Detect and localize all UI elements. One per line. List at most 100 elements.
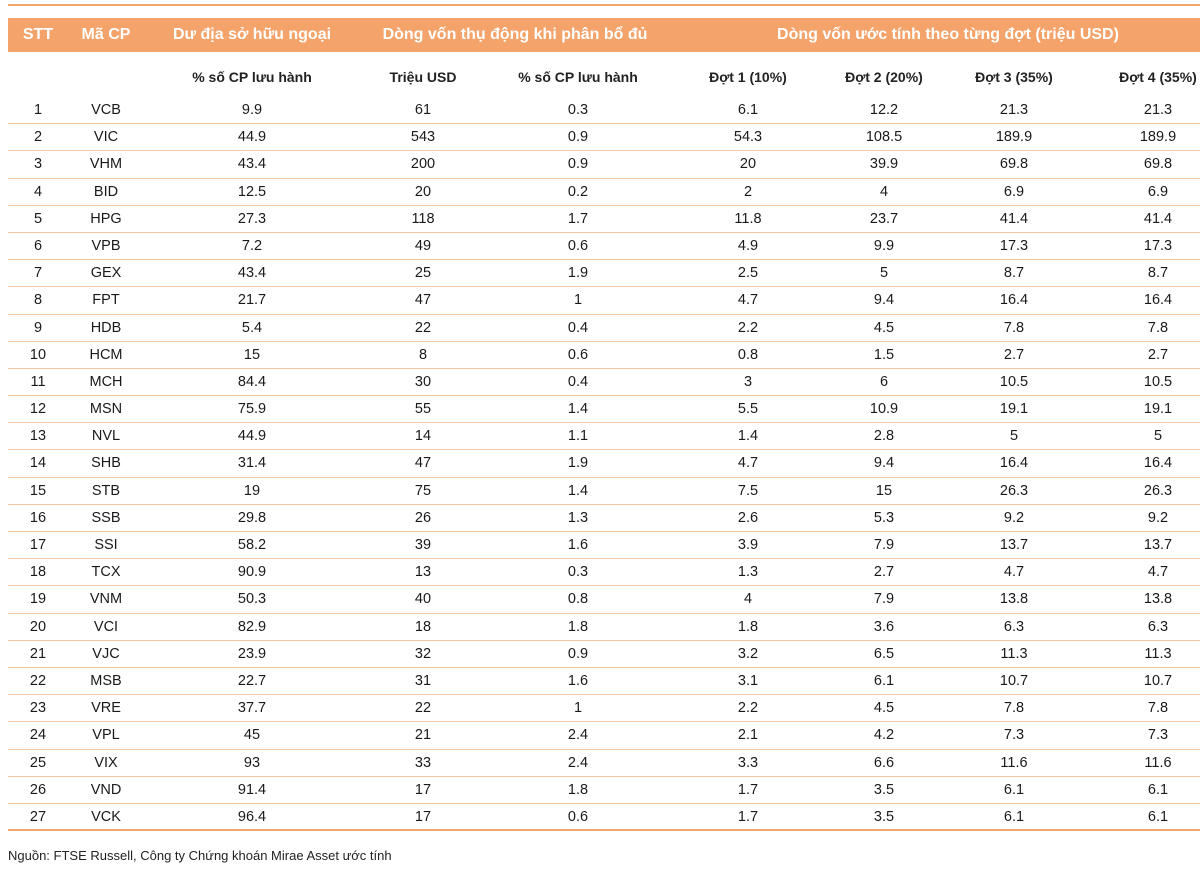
cell-trieu-usd: 21	[414, 727, 432, 744]
cell-trieu-usd: 47	[414, 292, 432, 309]
cell-du-dia-pct: 37.7	[237, 700, 267, 717]
cell-pct-luu-hanh: 1.4	[567, 401, 589, 418]
cell-pct-luu-hanh: 0.8	[567, 591, 589, 608]
cell-stt: 21	[29, 645, 47, 662]
cell-pct-luu-hanh: 0.6	[567, 237, 589, 254]
subheader-dot-1: Đợt 1 (10%)	[709, 69, 787, 85]
table-row: 2 VIC 44.9 543 0.9 54.3 108.5 189.9 189.9	[8, 124, 1200, 152]
cell-ma-cp: VIX	[94, 754, 118, 771]
cell-dot-2: 15	[875, 482, 893, 499]
cell-trieu-usd: 33	[414, 754, 432, 771]
cell-du-dia-pct: 5.4	[241, 319, 263, 336]
cell-dot-2: 6.1	[873, 672, 895, 689]
cell-dot-1: 2.1	[737, 727, 759, 744]
cell-pct-luu-hanh: 0.9	[567, 645, 589, 662]
table-row: 12 MSN 75.9 55 1.4 5.5 10.9 19.1 19.1	[8, 396, 1200, 424]
cell-dot-2: 5	[879, 265, 889, 282]
table-row: 22 MSB 22.7 31 1.6 3.1 6.1 10.7 10.7	[8, 668, 1200, 696]
cell-dot-3: 26.3	[999, 482, 1029, 499]
table-row: 1 VCB 9.9 61 0.3 6.1 12.2 21.3 21.3	[8, 97, 1200, 125]
subheader-dot-2: Đợt 2 (20%)	[845, 69, 923, 85]
cell-pct-luu-hanh: 1.1	[567, 428, 589, 445]
table-row: 14 SHB 31.4 47 1.9 4.7 9.4 16.4 16.4	[8, 450, 1200, 478]
cell-dot-1: 3	[743, 373, 753, 390]
cell-dot-1: 1.7	[737, 781, 759, 798]
cell-pct-luu-hanh: 0.3	[567, 102, 589, 118]
cell-dot-3: 69.8	[999, 156, 1029, 173]
cell-dot-4: 41.4	[1143, 210, 1173, 227]
cell-trieu-usd: 32	[414, 645, 432, 662]
cell-ma-cp: MSN	[89, 401, 123, 418]
table-header: STT Mã CP Dư địa sở hữu ngoại Dòng vốn t…	[8, 18, 1200, 52]
cell-stt: 1	[33, 102, 43, 118]
cell-stt: 11	[30, 373, 46, 390]
cell-trieu-usd: 55	[414, 401, 432, 418]
cell-du-dia-pct: 9.9	[241, 102, 263, 118]
cell-dot-1: 4.7	[737, 455, 759, 472]
cell-pct-luu-hanh: 0.6	[567, 808, 589, 825]
cell-du-dia-pct: 15	[243, 346, 261, 363]
cell-dot-1: 54.3	[733, 129, 763, 146]
table-row: 23 VRE 37.7 22 1 2.2 4.5 7.8 7.8	[8, 695, 1200, 723]
cell-du-dia-pct: 58.2	[237, 537, 267, 553]
cell-dot-1: 0.8	[737, 346, 759, 363]
cell-dot-3: 9.2	[1003, 509, 1025, 526]
cell-dot-4: 11.3	[1144, 645, 1172, 662]
table-row: 17 SSI 58.2 39 1.6 3.9 7.9 13.7 13.7	[8, 532, 1200, 560]
cell-du-dia-pct: 31.4	[237, 455, 267, 472]
cell-ma-cp: GEX	[90, 265, 122, 282]
cell-dot-1: 20	[739, 156, 757, 173]
table-row: 3 VHM 43.4 200 0.9 20 39.9 69.8 69.8	[8, 151, 1200, 179]
cell-du-dia-pct: 84.4	[237, 373, 267, 390]
cell-trieu-usd: 118	[411, 210, 435, 227]
cell-dot-1: 4.9	[737, 237, 759, 254]
cell-stt: 17	[29, 537, 47, 553]
cell-trieu-usd: 18	[414, 618, 432, 635]
cell-stt: 16	[29, 509, 47, 526]
cell-dot-4: 189.9	[1139, 129, 1177, 146]
header-du-dia: Dư địa sở hữu ngoại	[172, 26, 332, 43]
cell-dot-2: 4	[879, 183, 889, 200]
cell-ma-cp: VNM	[89, 591, 123, 608]
cell-ma-cp: SSB	[91, 509, 121, 526]
cell-dot-2: 3.5	[873, 781, 895, 798]
cell-dot-3: 11.6	[1000, 754, 1028, 771]
cell-dot-3: 17.3	[999, 237, 1029, 254]
cell-dot-4: 9.2	[1147, 509, 1169, 526]
cell-dot-4: 19.1	[1143, 401, 1173, 418]
cell-ma-cp: HDB	[90, 319, 122, 336]
cell-pct-luu-hanh: 2.4	[567, 727, 589, 744]
cell-dot-4: 8.7	[1147, 265, 1169, 282]
cell-du-dia-pct: 12.5	[237, 183, 267, 200]
cell-trieu-usd: 17	[414, 808, 432, 825]
cell-dot-1: 2.6	[737, 509, 759, 526]
cell-dot-2: 9.4	[873, 292, 895, 309]
cell-du-dia-pct: 27.3	[237, 210, 267, 227]
cell-stt: 24	[29, 727, 47, 744]
cell-pct-luu-hanh: 1.6	[567, 537, 589, 553]
cell-dot-3: 13.7	[999, 537, 1029, 553]
cell-stt: 27	[29, 808, 47, 825]
cell-stt: 7	[33, 265, 43, 282]
cell-ma-cp: VCB	[91, 102, 121, 118]
cell-trieu-usd: 31	[414, 672, 432, 689]
cell-dot-2: 6.6	[873, 754, 895, 771]
cell-pct-luu-hanh: 1.7	[567, 210, 589, 227]
cell-ma-cp: VIC	[93, 129, 119, 146]
cell-dot-4: 6.1	[1147, 781, 1169, 798]
cell-du-dia-pct: 7.2	[241, 237, 263, 254]
cell-dot-3: 6.1	[1003, 781, 1025, 798]
cell-ma-cp: STB	[91, 482, 121, 499]
cell-dot-2: 6.5	[873, 645, 895, 662]
cell-dot-4: 7.3	[1147, 727, 1169, 744]
cell-dot-3: 6.1	[1003, 808, 1025, 825]
table-row: 8 FPT 21.7 47 1 4.7 9.4 16.4 16.4	[8, 287, 1200, 315]
cell-dot-4: 26.3	[1143, 482, 1173, 499]
table-row: 16 SSB 29.8 26 1.3 2.6 5.3 9.2 9.2	[8, 505, 1200, 532]
cell-dot-4: 6.1	[1147, 808, 1169, 825]
table-row: 27 VCK 96.4 17 0.6 1.7 3.5 6.1 6.1	[8, 804, 1200, 832]
cell-dot-3: 21.3	[999, 102, 1029, 118]
cell-pct-luu-hanh: 1.3	[567, 509, 589, 526]
cell-dot-2: 1.5	[873, 346, 895, 363]
cell-stt: 10	[29, 346, 47, 363]
